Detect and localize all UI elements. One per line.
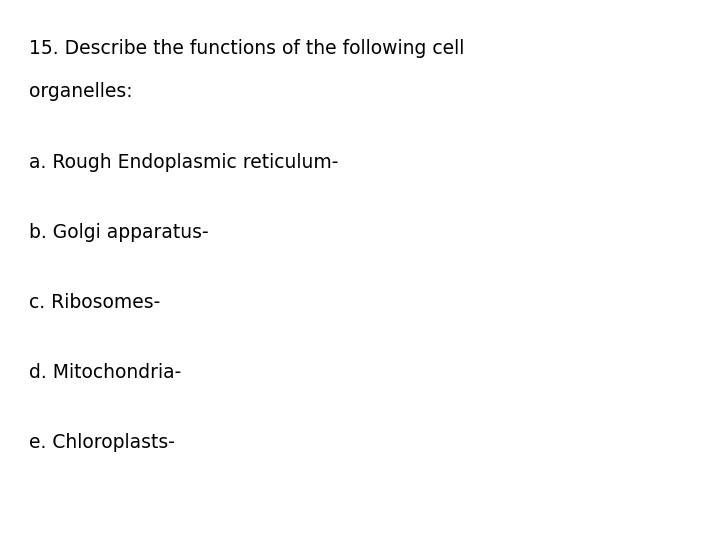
Text: c. Ribosomes-: c. Ribosomes- xyxy=(29,293,160,312)
Text: d. Mitochondria-: d. Mitochondria- xyxy=(29,363,181,382)
Text: organelles:: organelles: xyxy=(29,82,132,102)
Text: 15. Describe the functions of the following cell: 15. Describe the functions of the follow… xyxy=(29,39,464,58)
Text: b. Golgi apparatus-: b. Golgi apparatus- xyxy=(29,222,208,242)
Text: a. Rough Endoplasmic reticulum-: a. Rough Endoplasmic reticulum- xyxy=(29,152,338,172)
Text: e. Chloroplasts-: e. Chloroplasts- xyxy=(29,433,175,453)
